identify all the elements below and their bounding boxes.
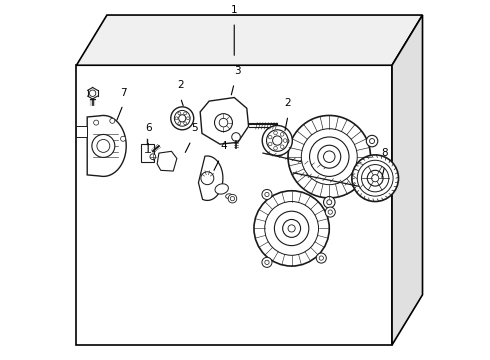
Circle shape	[272, 136, 282, 145]
Circle shape	[178, 112, 181, 115]
Circle shape	[262, 189, 272, 199]
Circle shape	[367, 135, 378, 147]
Circle shape	[316, 253, 326, 263]
Polygon shape	[141, 144, 154, 162]
Circle shape	[262, 126, 293, 156]
Polygon shape	[76, 65, 392, 345]
Circle shape	[288, 225, 295, 232]
Circle shape	[371, 175, 379, 182]
Circle shape	[352, 155, 398, 202]
Text: 8: 8	[382, 148, 388, 158]
Circle shape	[265, 192, 269, 197]
Circle shape	[179, 115, 186, 122]
Circle shape	[89, 90, 96, 96]
Circle shape	[97, 139, 110, 152]
Text: 1: 1	[231, 5, 238, 15]
Ellipse shape	[226, 194, 232, 198]
Circle shape	[201, 172, 214, 185]
Polygon shape	[87, 116, 126, 176]
Circle shape	[265, 202, 318, 255]
Circle shape	[150, 154, 156, 159]
Circle shape	[94, 120, 98, 125]
Circle shape	[267, 130, 288, 151]
Circle shape	[319, 256, 323, 260]
Circle shape	[323, 151, 335, 162]
Circle shape	[215, 114, 232, 132]
Circle shape	[281, 135, 292, 147]
Circle shape	[254, 191, 329, 266]
Text: 6: 6	[145, 123, 151, 134]
Circle shape	[228, 194, 237, 203]
Circle shape	[280, 145, 284, 149]
Text: 3: 3	[235, 66, 241, 76]
Circle shape	[368, 170, 383, 186]
Circle shape	[178, 122, 181, 125]
Circle shape	[184, 112, 187, 115]
Circle shape	[310, 137, 349, 176]
Text: 7: 7	[120, 87, 126, 98]
Circle shape	[262, 257, 272, 267]
Circle shape	[92, 134, 115, 157]
Text: 2: 2	[177, 80, 184, 90]
Circle shape	[327, 200, 332, 205]
Polygon shape	[200, 98, 248, 144]
Circle shape	[274, 211, 309, 246]
Circle shape	[301, 129, 357, 185]
Circle shape	[328, 210, 332, 214]
Circle shape	[219, 118, 228, 127]
Circle shape	[283, 139, 287, 142]
Circle shape	[187, 117, 190, 120]
Circle shape	[357, 160, 393, 196]
Text: 5: 5	[192, 123, 198, 134]
Circle shape	[175, 117, 178, 120]
Circle shape	[269, 142, 272, 146]
Circle shape	[318, 145, 341, 168]
Circle shape	[171, 107, 194, 130]
Circle shape	[269, 135, 272, 139]
Text: 4: 4	[220, 141, 227, 151]
Circle shape	[121, 136, 125, 141]
Circle shape	[230, 197, 235, 201]
Circle shape	[362, 165, 389, 192]
Circle shape	[232, 133, 240, 141]
Circle shape	[184, 122, 187, 125]
Ellipse shape	[215, 184, 228, 194]
Polygon shape	[392, 15, 422, 345]
Circle shape	[274, 131, 277, 135]
Polygon shape	[76, 15, 422, 65]
Circle shape	[110, 118, 115, 123]
Circle shape	[284, 139, 289, 144]
Circle shape	[274, 147, 277, 150]
Circle shape	[265, 260, 269, 265]
Polygon shape	[76, 126, 87, 137]
Circle shape	[174, 111, 190, 126]
Circle shape	[323, 197, 335, 208]
Circle shape	[325, 207, 335, 217]
Circle shape	[280, 132, 284, 136]
Circle shape	[369, 139, 374, 144]
Circle shape	[283, 220, 300, 237]
Circle shape	[288, 116, 370, 198]
Polygon shape	[157, 151, 177, 171]
Text: 2: 2	[285, 98, 292, 108]
Polygon shape	[198, 156, 223, 201]
